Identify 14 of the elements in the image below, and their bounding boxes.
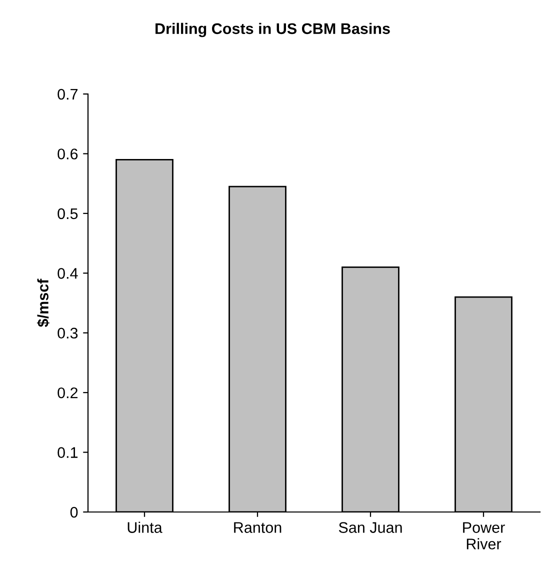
y-tick-label: 0.3 [58,328,78,339]
y-tick-label: 0.1 [58,447,78,458]
y-tick-label: 0 [70,506,78,518]
x-tick-label: Uinta [128,522,162,533]
chart-title: Drilling Costs in US CBM Basins [156,22,390,38]
x-tick-label: San Juan [338,522,402,533]
y-axis-title: $/mscf [36,278,50,327]
x-tick-label: Power River [463,522,505,550]
y-tick-label: 0.7 [58,88,78,100]
y-tick-label: 0.4 [58,268,78,279]
y-tick-label: 0.2 [58,387,78,398]
y-tick-label: 0.5 [58,208,78,220]
y-tick-label: 0.6 [58,148,78,160]
x-tick-label: Ranton [234,522,282,533]
